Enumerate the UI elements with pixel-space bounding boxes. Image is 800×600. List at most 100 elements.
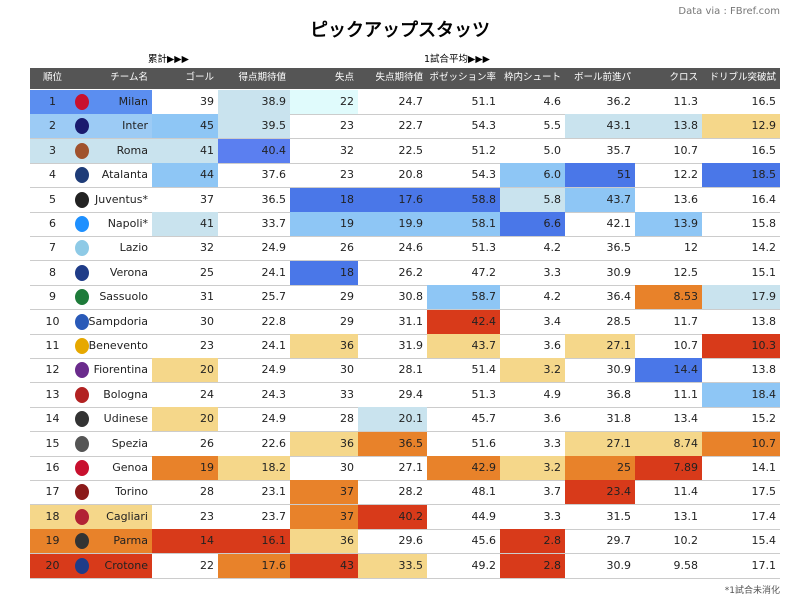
stat-cell: 30.9 (606, 558, 632, 572)
team-name: Cagliari (75, 504, 152, 530)
stat-cell: 25.7 (261, 290, 287, 304)
stat-cell: 36 (290, 431, 358, 456)
stat-cell: 17.5 (751, 485, 777, 499)
stat-cell: 40.4 (218, 138, 290, 164)
stat-cell: 27.1 (398, 461, 424, 474)
team-logo (75, 386, 89, 403)
stat-cell: 29 (340, 314, 354, 328)
team-name: Bologna (103, 387, 148, 401)
stat-cell: 36.5 (606, 241, 632, 255)
stat-cell: 31.8 (606, 412, 632, 426)
stat-cell: 12.2 (673, 168, 699, 182)
team-logo (75, 533, 89, 550)
stat-cell: 23.1 (261, 485, 287, 499)
row-line (30, 284, 780, 286)
stat-cell: 36.8 (606, 387, 632, 401)
stat-cell: 6.0 (500, 163, 565, 188)
stat-cell: 42.4 (427, 309, 500, 334)
rank: 8 (49, 265, 56, 279)
stat-cell: 51 (565, 163, 635, 188)
stat-cell: 9.58 (673, 558, 699, 572)
team-name: Udinese (103, 412, 148, 426)
stat-cell: 16.5 (751, 143, 777, 157)
stat-cell: 22.8 (261, 314, 287, 328)
stat-cell: 24.6 (398, 241, 424, 255)
stat-cell: 51.2 (471, 143, 497, 157)
stat-cell: 29.6 (398, 534, 424, 548)
stat-cell: 24.9 (261, 241, 287, 255)
team-logo (75, 142, 89, 159)
team-logo (75, 289, 89, 306)
team-name: Sassuolo (99, 290, 148, 304)
stat-cell: 10.7 (702, 431, 780, 456)
stat-cell: 23.7 (261, 509, 287, 523)
column-header: 枠内シュート (500, 68, 565, 89)
stat-cell: 23 (340, 168, 354, 182)
team-name: Napoli* (107, 217, 148, 230)
team-logo (75, 435, 89, 452)
stat-cell: 3.6 (543, 412, 562, 426)
stat-cell: 24.7 (398, 95, 424, 108)
stat-cell: 4.6 (543, 95, 562, 108)
stat-cell: 49.2 (471, 558, 497, 572)
rank: 4 (49, 168, 56, 182)
stat-cell: 44.9 (471, 509, 497, 523)
stat-cell: 23 (200, 509, 214, 523)
stat-cell: 16.5 (751, 95, 777, 108)
stat-cell: 33.7 (261, 217, 287, 230)
stat-cell: 3.3 (543, 509, 562, 523)
team-name: Atalanta (101, 168, 148, 182)
stat-cell: 48.1 (471, 485, 497, 499)
stat-cell: 13.4 (673, 412, 699, 426)
stat-cell: 13.6 (673, 192, 699, 206)
stat-cell: 41 (152, 212, 218, 237)
rank: 2 (30, 114, 75, 139)
row-line (30, 162, 780, 164)
stat-cell: 14.1 (751, 461, 777, 474)
stat-cell: 41 (152, 138, 218, 164)
stat-cell: 20.1 (358, 407, 427, 432)
stat-cell: 11.7 (673, 314, 699, 328)
stat-cell: 54.3 (471, 119, 497, 133)
stat-cell: 37 (290, 480, 358, 505)
stat-cell: 8.53 (635, 285, 702, 310)
stat-cell: 13.1 (673, 509, 699, 523)
stat-cell: 28.5 (606, 314, 632, 328)
stat-cell: 31.9 (398, 339, 424, 352)
column-header: 失点 (290, 68, 358, 89)
stat-cell: 15.1 (751, 265, 777, 279)
stat-cell: 17.1 (751, 558, 777, 572)
rank: 14 (45, 412, 60, 426)
stat-cell: 58.7 (427, 285, 500, 310)
stat-cell: 10.7 (673, 339, 699, 352)
stat-cell: 3.7 (543, 485, 562, 499)
stat-cell: 38.9 (218, 90, 290, 115)
stat-cell: 2.8 (500, 553, 565, 578)
column-header: ドリブル突破試行 (702, 68, 780, 103)
stat-cell: 24.3 (261, 387, 287, 401)
row-line (30, 333, 780, 335)
team-logo (75, 484, 89, 501)
stat-cell: 10.2 (673, 534, 699, 548)
stat-cell: 18.5 (702, 163, 780, 188)
stat-cell: 13.8 (751, 314, 777, 328)
stat-cell: 24.1 (261, 339, 287, 352)
stat-cell: 36 (290, 334, 358, 359)
stat-cell: 11.3 (673, 95, 699, 108)
stat-cell: 51.3 (471, 387, 497, 401)
team-logo (75, 118, 89, 135)
stat-cell: 51.1 (471, 95, 497, 108)
stat-cell: 12.9 (702, 114, 780, 139)
rank: 9 (49, 290, 56, 304)
stat-cell: 28.2 (398, 485, 424, 499)
stat-cell: 30 (200, 314, 214, 328)
rank: 10 (45, 314, 60, 328)
stat-cell: 51.6 (471, 436, 497, 450)
stat-cell: 24.1 (261, 265, 287, 279)
stat-cell: 58.8 (427, 187, 500, 212)
team-name: Juventus* (95, 192, 148, 206)
stat-cell: 29.4 (398, 387, 424, 401)
stat-cell: 5.8 (500, 187, 565, 212)
row-line (30, 260, 780, 262)
